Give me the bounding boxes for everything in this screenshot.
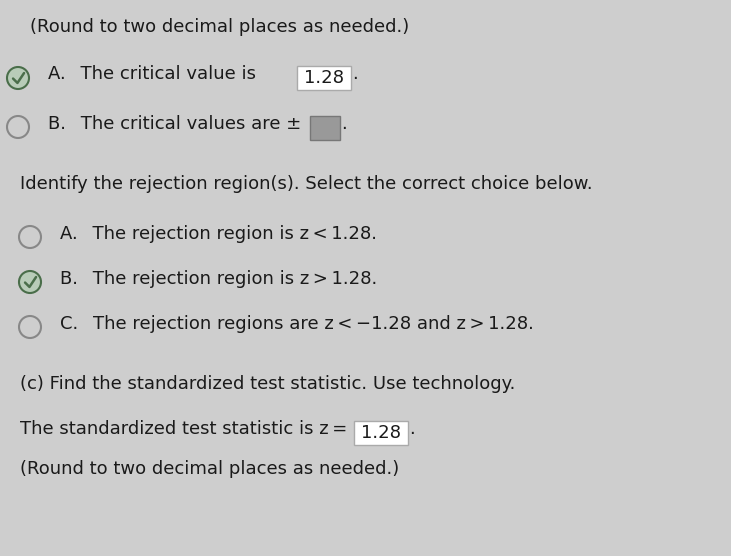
FancyBboxPatch shape <box>310 116 340 140</box>
Text: A.  The critical value is: A. The critical value is <box>48 65 256 83</box>
Text: (c) Find the standardized test statistic. Use technology.: (c) Find the standardized test statistic… <box>20 375 515 393</box>
Text: 1.28: 1.28 <box>304 69 344 87</box>
Text: B.  The critical values are ±: B. The critical values are ± <box>48 115 301 133</box>
Text: .: . <box>341 115 346 133</box>
Text: A.  The rejection region is z < 1.28.: A. The rejection region is z < 1.28. <box>60 225 377 243</box>
Text: (Round to two decimal places as needed.): (Round to two decimal places as needed.) <box>30 18 409 36</box>
Text: C.  The rejection regions are z < −1.28 and z > 1.28.: C. The rejection regions are z < −1.28 a… <box>60 315 534 333</box>
Text: .: . <box>352 65 357 83</box>
Text: The standardized test statistic is z =: The standardized test statistic is z = <box>20 420 351 438</box>
Text: Identify the rejection region(s). Select the correct choice below.: Identify the rejection region(s). Select… <box>20 175 593 193</box>
Text: B.  The rejection region is z > 1.28.: B. The rejection region is z > 1.28. <box>60 270 377 288</box>
FancyBboxPatch shape <box>354 421 408 445</box>
Text: (Round to two decimal places as needed.): (Round to two decimal places as needed.) <box>20 460 399 478</box>
Circle shape <box>19 271 41 293</box>
Circle shape <box>7 67 29 89</box>
Text: .: . <box>409 420 414 438</box>
Text: 1.28: 1.28 <box>361 424 401 442</box>
FancyBboxPatch shape <box>297 66 351 90</box>
